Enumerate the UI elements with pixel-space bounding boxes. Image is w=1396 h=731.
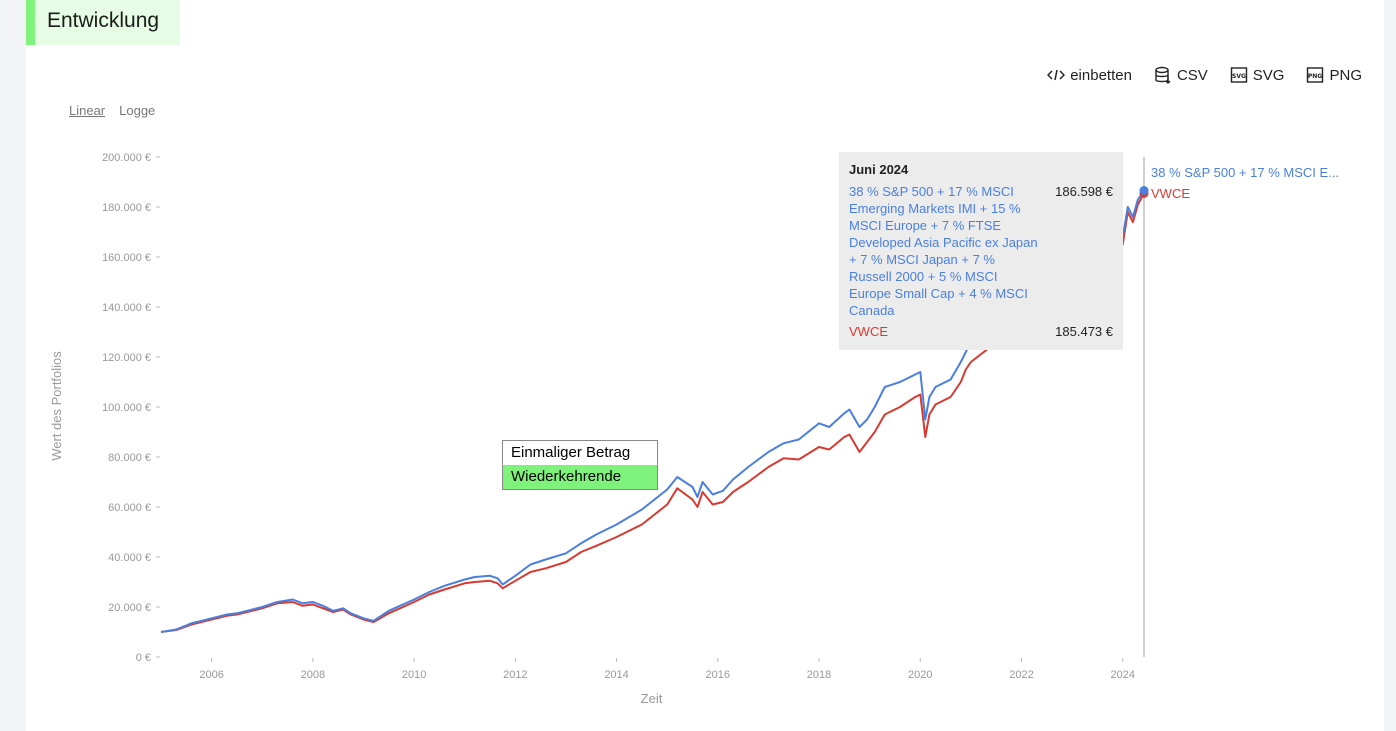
scale-linear-option[interactable]: Linear [69, 103, 106, 118]
section-heading: Entwicklung [26, 0, 180, 45]
png-label: PNG [1329, 66, 1362, 84]
y-tick-label: 140.000 € [102, 302, 151, 314]
x-tick-label: 2006 [199, 669, 223, 681]
x-tick-label: 2022 [1009, 669, 1033, 681]
x-tick-label: 2008 [301, 669, 325, 681]
y-tick-label: 20.000 € [108, 602, 151, 614]
svg-label: SVG [1252, 66, 1285, 84]
tooltip-series1-name: 38 % S&P 500 + 17 % MSCI Emerging Market… [849, 184, 1038, 318]
y-axis-title: Wert des Portfolios [49, 351, 64, 461]
series-line-portfolio [160, 189, 1145, 633]
y-tick-label: 60.000 € [108, 502, 151, 514]
scale-toggle: Linear Logge [69, 103, 155, 118]
series-line-vwce [160, 192, 1145, 633]
x-tick-label: 2020 [908, 669, 932, 681]
x-tick-label: 2016 [706, 669, 730, 681]
tooltip-row-series1: 38 % S&P 500 + 17 % MSCI Emerging Market… [849, 183, 1113, 319]
x-tick-label: 2024 [1110, 669, 1134, 681]
mode-option-once[interactable]: Einmaliger Betrag [511, 444, 631, 461]
tooltip-row-series2: VWCE 185.473 € [849, 323, 1113, 340]
tooltip-series1-value: 186.598 € [1055, 184, 1113, 199]
x-axis-title: Zeit [641, 691, 663, 706]
y-tick-label: 160.000 € [102, 252, 151, 264]
csv-button[interactable]: CSV [1154, 66, 1208, 84]
y-tick-label: 80.000 € [108, 452, 151, 464]
embed-button[interactable]: einbetten [1047, 66, 1132, 84]
y-tick-label: 0 € [136, 652, 151, 664]
x-tick-label: 2012 [503, 669, 527, 681]
x-tick-label: 2014 [604, 669, 628, 681]
chart-tooltip: Juni 2024 38 % S&P 500 + 17 % MSCI Emerg… [839, 152, 1123, 350]
endpoint-dot-portfolio [1139, 186, 1149, 196]
svg-text:SVG: SVG [1232, 73, 1246, 80]
code-icon [1047, 69, 1066, 81]
end-label-vwce: VWCE [1151, 186, 1190, 201]
mode-option-recurring[interactable]: Wiederkehrende [503, 465, 657, 489]
database-download-icon [1155, 66, 1171, 84]
y-tick-label: 200.000 € [102, 152, 151, 164]
png-button[interactable]: PNG PNG [1306, 66, 1362, 84]
y-tick-label: 180.000 € [102, 202, 151, 214]
embed-label: einbetten [1070, 66, 1132, 84]
svg-file-icon: SVG [1230, 67, 1247, 83]
tooltip-series2-value: 185.473 € [1055, 324, 1113, 339]
tooltip-series2-name: VWCE [849, 324, 888, 339]
section-title: Entwicklung [47, 9, 160, 32]
x-tick-label: 2018 [807, 669, 831, 681]
csv-label: CSV [1176, 66, 1208, 84]
scale-log-option[interactable]: Logge [119, 103, 156, 118]
investment-mode-selector: Einmaliger Betrag Wiederkehrende [502, 440, 658, 490]
svg-button[interactable]: SVG SVG [1230, 66, 1285, 84]
scrollbar[interactable] [1384, 0, 1396, 731]
y-tick-label: 120.000 € [102, 352, 151, 364]
export-toolbar: einbetten CSV SVG SVG PNG PNG [1047, 66, 1362, 84]
x-tick-label: 2010 [402, 669, 426, 681]
png-file-icon: PNG [1307, 67, 1324, 83]
y-tick-label: 40.000 € [108, 552, 151, 564]
y-tick-label: 100.000 € [102, 402, 151, 414]
end-label-portfolio: 38 % S&P 500 + 17 % MSCI E... [1151, 165, 1339, 180]
tooltip-title: Juni 2024 [849, 162, 909, 177]
svg-text:PNG: PNG [1308, 73, 1322, 80]
